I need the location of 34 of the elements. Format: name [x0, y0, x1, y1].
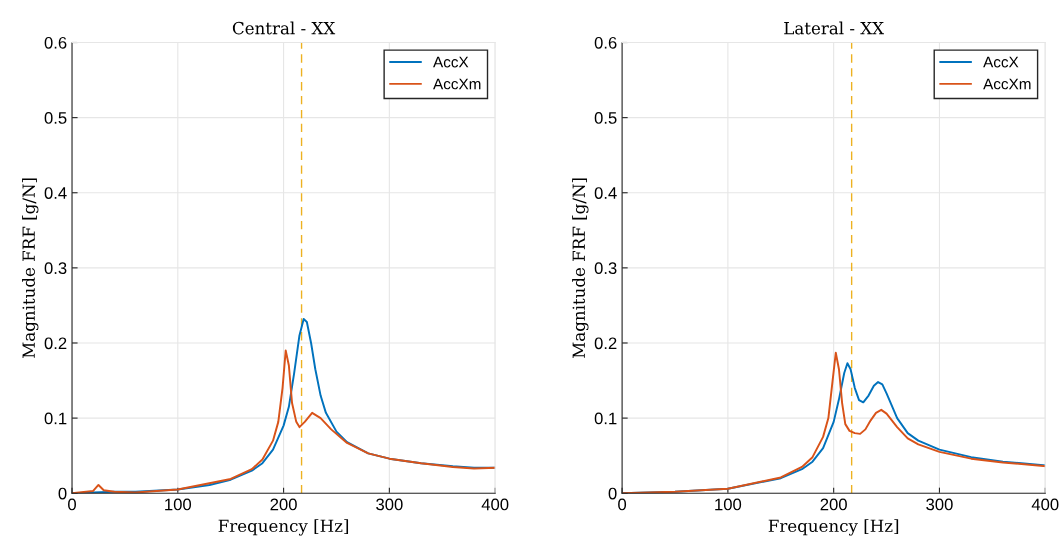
y-tick-label: 0.4	[594, 187, 617, 199]
y-tick-label: 0.6	[44, 36, 67, 49]
y-tick-label: 0.1	[44, 412, 67, 425]
legend-label: AccXm	[983, 78, 1031, 90]
y-axis-title: Magnitude FRF [g/N]	[22, 178, 39, 358]
y-tick-label: 0	[58, 487, 67, 500]
y-tick-label: 0.2	[44, 337, 67, 350]
y-tick-label: 0.1	[594, 412, 617, 425]
y-tick-label: 0.5	[44, 112, 67, 124]
x-tick-label: 300	[926, 498, 953, 511]
y-tick-label: 0.5	[594, 112, 617, 124]
y-tick-label: 0.6	[594, 36, 617, 49]
legend-label: AccXm	[433, 78, 481, 90]
x-tick-label: 400	[1031, 498, 1059, 511]
y-tick-label: 0	[608, 487, 617, 500]
y-tick-label: 0.3	[44, 262, 67, 275]
x-tick-label: 100	[165, 498, 192, 511]
x-axis-title: Frequency [Hz]	[768, 519, 899, 536]
x-tick-label: 0	[68, 498, 76, 511]
x-axis-title: Frequency [Hz]	[218, 519, 349, 536]
y-tick-label: 0.2	[594, 337, 617, 350]
legend-label: AccX	[983, 56, 1019, 68]
x-tick-label: 400	[481, 498, 509, 511]
y-axis-title: Magnitude FRF [g/N]	[572, 178, 589, 358]
chart-title: Central - XX	[232, 21, 336, 35]
x-tick-label: 300	[376, 498, 403, 511]
x-tick-label: 200	[820, 498, 847, 511]
y-tick-label: 0.4	[44, 187, 67, 199]
x-tick-label: 0	[618, 498, 627, 511]
x-tick-label: 200	[270, 498, 297, 511]
chart-title: Lateral - XX	[784, 21, 884, 35]
x-tick-label: 100	[715, 498, 742, 511]
legend-label: AccX	[433, 56, 469, 68]
y-tick-label: 0.3	[594, 262, 617, 275]
